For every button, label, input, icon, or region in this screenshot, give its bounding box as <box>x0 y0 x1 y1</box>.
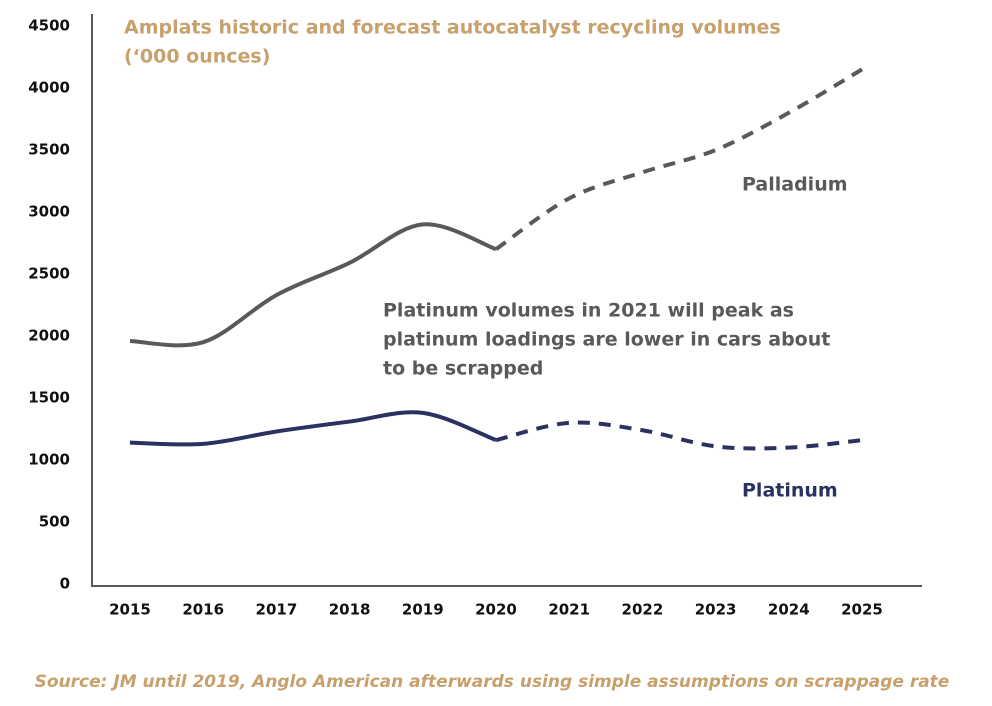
series-line <box>495 420 863 451</box>
x-tick-label: 2019 <box>402 601 444 619</box>
y-tick-label: 2000 <box>28 327 70 345</box>
x-tick-label: 2024 <box>768 601 810 619</box>
y-tick-label: 4500 <box>28 17 70 35</box>
chart-title: Amplats historic and forecast autocataly… <box>124 17 781 39</box>
y-tick-label: 0 <box>60 575 70 593</box>
annotation: Platinum volumes in 2021 will peak as <box>383 300 794 322</box>
chart-subtitle: (‘000 ounces) <box>124 46 270 68</box>
x-tick-label: 2017 <box>256 601 298 619</box>
annotation: to be scrapped <box>383 358 543 380</box>
series-label: Platinum <box>742 480 838 502</box>
x-tick-label: 2016 <box>182 601 224 619</box>
y-tick-label: 4000 <box>28 79 70 97</box>
y-tick-label: 1500 <box>28 389 70 407</box>
series-line <box>129 410 497 447</box>
y-tick-label: 3000 <box>28 203 70 221</box>
x-tick-label: 2022 <box>622 601 664 619</box>
x-tick-label: 2020 <box>475 601 517 619</box>
source: Source: JM until 2019, Anglo American af… <box>35 672 950 692</box>
y-tick-label: 2500 <box>28 265 70 283</box>
series-line <box>494 67 864 251</box>
annotation: platinum loadings are lower in cars abou… <box>383 329 830 351</box>
y-tick-label: 500 <box>39 513 70 531</box>
x-tick-label: 2021 <box>548 601 590 619</box>
x-tick-label: 2018 <box>329 601 371 619</box>
x-tick-label: 2023 <box>695 601 737 619</box>
y-tick-label: 1000 <box>28 451 70 469</box>
series-label: Palladium <box>742 174 848 196</box>
x-tick-label: 2025 <box>841 601 883 619</box>
y-tick-label: 3500 <box>28 141 70 159</box>
x-tick-label: 2015 <box>109 601 151 619</box>
series-line <box>129 222 497 348</box>
